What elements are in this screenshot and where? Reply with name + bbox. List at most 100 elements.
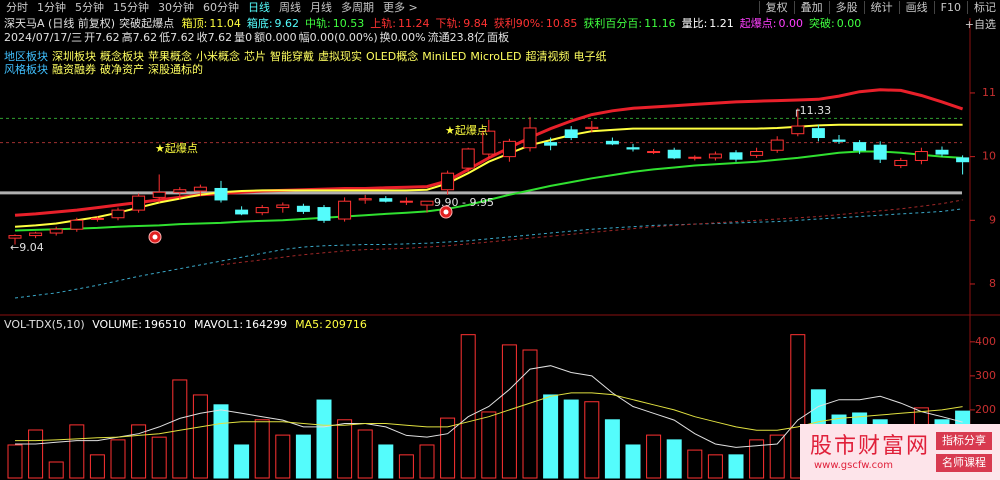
button[interactable]: 标记 — [967, 1, 996, 14]
tab[interactable]: 更多 > — [383, 1, 418, 14]
candle-body — [214, 187, 228, 201]
field-value: 9.84 — [463, 17, 488, 30]
volume-bar — [522, 349, 538, 479]
volume-bar — [440, 417, 456, 479]
watermark-button[interactable]: 指标分享 — [936, 432, 992, 450]
candle-body — [708, 153, 722, 159]
tag: 破净资产 — [100, 63, 144, 76]
candle-body — [358, 198, 372, 201]
candle-body — [461, 148, 475, 169]
candle-body — [441, 172, 455, 191]
stock-name: 深天马A (日线 前复权) — [4, 17, 116, 30]
volume-header: VOL-TDX(5,10) VOLUME: 196510 MAVOL1: 164299… — [4, 318, 375, 332]
candle-body — [564, 129, 578, 139]
candle-body — [811, 128, 825, 139]
info-item: 流通23.8亿 — [427, 31, 486, 44]
tag: 概念板块 — [100, 50, 144, 63]
tab[interactable]: 1分钟 — [37, 1, 66, 14]
candle-body — [379, 198, 393, 202]
field-label: 量比: — [681, 17, 708, 30]
candle-body — [276, 204, 290, 209]
candle-body — [8, 235, 22, 239]
indicator-header: 深天马A (日线 前复权) 突破起爆点 箱顶: 11.04 箱底: 9.62 中轨: 10.… — [4, 17, 867, 31]
field-label: 箱顶: — [181, 17, 208, 30]
candle-body — [399, 200, 413, 203]
tab[interactable]: 分时 — [6, 1, 28, 14]
candle-body — [770, 139, 784, 151]
volume-bar — [151, 436, 167, 479]
field-value: 11.04 — [209, 17, 241, 30]
tab[interactable]: 日线 — [248, 1, 270, 14]
volume-bar — [295, 434, 311, 479]
tab[interactable]: 月线 — [310, 1, 332, 14]
tag: 超清视频 — [525, 50, 570, 63]
candle-body — [132, 195, 146, 211]
info-item: 幅0.00(0.00%) — [298, 31, 378, 44]
tag: 地区板块 — [4, 50, 48, 63]
candle-body — [894, 159, 908, 167]
volume-bar — [728, 454, 744, 479]
candle-body — [667, 149, 681, 159]
indicator-line — [14, 123, 963, 228]
field-value: 1.21 — [709, 17, 734, 30]
watermark-button[interactable]: 名师课程 — [936, 454, 992, 472]
indicator-name[interactable]: 突破起爆点 — [119, 17, 175, 30]
button[interactable]: 画线 — [898, 1, 928, 14]
tag: 苹果概念 — [148, 50, 192, 63]
watermark: 股市财富网 www.gscfw.com 指标分享 名师课程 — [800, 424, 1000, 480]
tab[interactable]: 30分钟 — [158, 1, 194, 14]
field-value: 11.24 — [397, 17, 430, 30]
volume-bar — [275, 434, 291, 479]
candle-body — [688, 156, 702, 159]
button[interactable]: 统计 — [863, 1, 893, 14]
tag: 风格板块 — [4, 63, 48, 76]
indicator-line — [14, 208, 963, 299]
field-label: 起爆点: — [739, 17, 777, 30]
y-tick-label: 400 — [975, 335, 996, 348]
volume-bar — [213, 404, 229, 479]
volume-bar — [769, 434, 785, 479]
volume-bar — [604, 419, 620, 479]
candle-body — [296, 205, 310, 212]
volume-bar — [7, 444, 23, 479]
info-item: 低7.62 — [159, 31, 195, 44]
add-watchlist[interactable]: +自选 — [964, 18, 996, 31]
volume-bar — [563, 399, 579, 479]
tag: MicroLED — [470, 50, 522, 63]
annotation: ┌11.33 — [793, 104, 831, 117]
volume-bar — [378, 444, 394, 479]
volume-bar — [110, 439, 126, 479]
volume-title: VOL-TDX(5,10) — [4, 318, 85, 331]
y-tick-label: 10 — [982, 150, 996, 163]
button[interactable]: 多股 — [828, 1, 858, 14]
field-label: MA5: — [295, 318, 323, 331]
button[interactable]: 叠加 — [793, 1, 823, 14]
y-tick-label: 300 — [975, 369, 996, 382]
volume-bar — [501, 344, 517, 479]
candle-body — [523, 127, 537, 149]
button[interactable]: 复权 — [758, 1, 788, 14]
tab[interactable]: 5分钟 — [75, 1, 104, 14]
field-value: 0.00 — [778, 17, 804, 30]
candle-body — [647, 151, 661, 154]
field-label: 获利百分百: — [583, 17, 643, 30]
tab[interactable]: 多周期 — [341, 1, 374, 14]
volume-bar — [48, 461, 64, 479]
candle-body — [255, 207, 269, 214]
volume-bar — [337, 419, 353, 479]
tab[interactable]: 周线 — [279, 1, 301, 14]
info-item: 量0 — [234, 31, 253, 44]
tab[interactable]: 60分钟 — [203, 1, 239, 14]
field-value: 11.16 — [644, 17, 676, 30]
candle-body — [317, 207, 331, 221]
tag: 智能穿戴 — [270, 50, 314, 63]
tag: 深股通标的 — [148, 63, 203, 76]
tool-buttons: 复权 叠加 多股 统计 画线 F10 标记 — [753, 0, 996, 16]
tab[interactable]: 15分钟 — [113, 1, 149, 14]
candle-body — [626, 147, 640, 150]
indicator-line — [14, 150, 963, 232]
volume-bar — [646, 434, 662, 479]
candle-body — [420, 200, 434, 206]
button[interactable]: F10 — [933, 1, 961, 14]
y-tick-label: 8 — [989, 277, 996, 290]
